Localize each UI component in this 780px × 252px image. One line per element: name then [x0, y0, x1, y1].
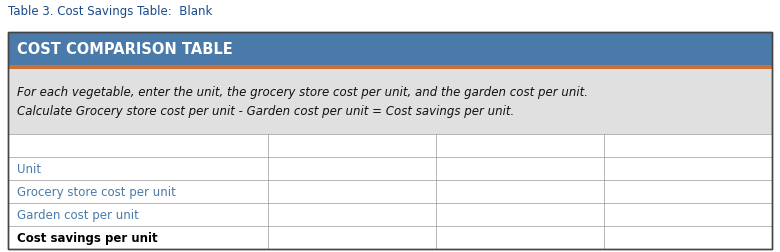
- Text: Cost savings per unit: Cost savings per unit: [17, 232, 158, 244]
- Bar: [8, 66, 772, 70]
- Text: Table 3. Cost Savings Table:  Blank: Table 3. Cost Savings Table: Blank: [8, 5, 212, 18]
- Text: For each vegetable, enter the unit, the grocery store cost per unit, and the gar: For each vegetable, enter the unit, the …: [17, 86, 588, 118]
- Text: COST COMPARISON TABLE: COST COMPARISON TABLE: [17, 42, 232, 57]
- Bar: [8, 33, 772, 66]
- Text: Garden cost per unit: Garden cost per unit: [17, 208, 139, 221]
- Text: Unit: Unit: [17, 162, 41, 175]
- Text: Grocery store cost per unit: Grocery store cost per unit: [17, 185, 176, 198]
- Bar: [8, 134, 772, 249]
- Bar: [8, 70, 772, 134]
